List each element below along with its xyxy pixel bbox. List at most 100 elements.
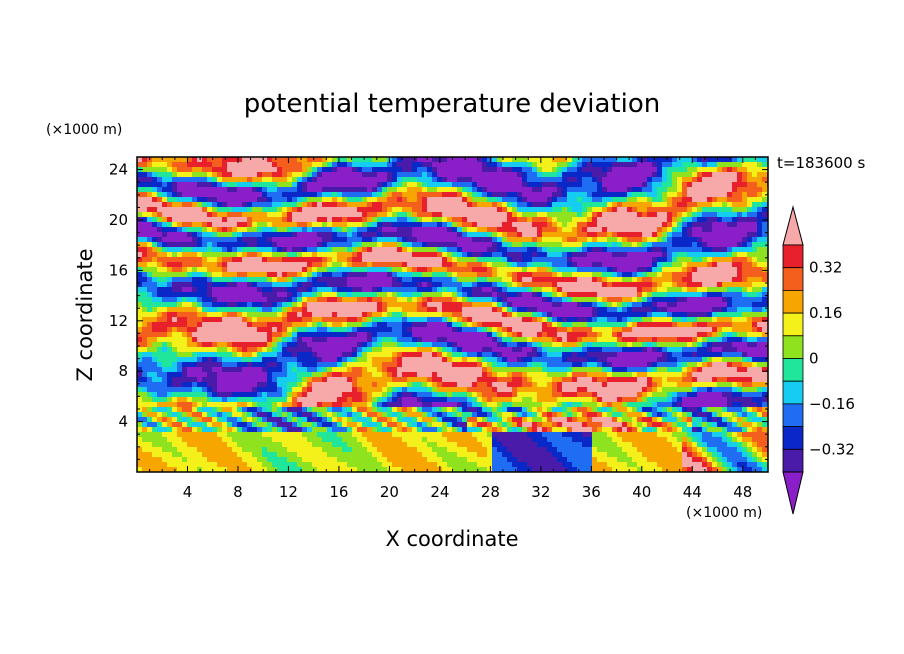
field-cell	[502, 192, 508, 198]
field-cell	[302, 222, 308, 228]
field-cell	[272, 212, 278, 218]
field-cell	[492, 267, 498, 273]
field-cell	[227, 342, 233, 348]
field-cell	[392, 207, 398, 213]
field-cell	[317, 272, 323, 278]
field-cell	[262, 312, 268, 318]
field-cell	[452, 297, 458, 303]
field-cell	[167, 232, 173, 238]
field-cell	[257, 242, 263, 248]
field-cell	[462, 312, 468, 318]
field-cell	[687, 162, 693, 168]
field-cell	[322, 337, 328, 343]
field-cell	[547, 232, 553, 238]
field-cell	[252, 322, 258, 328]
field-cell	[532, 182, 538, 188]
field-cell	[752, 342, 758, 348]
field-cell	[252, 167, 258, 173]
field-cell	[252, 217, 258, 223]
field-cell	[647, 327, 653, 333]
field-cell	[337, 237, 343, 243]
field-cell	[502, 277, 508, 283]
field-cell	[277, 242, 283, 248]
field-cell	[757, 182, 763, 188]
field-cell	[582, 287, 588, 293]
field-cell	[247, 197, 253, 203]
field-cell	[527, 282, 533, 288]
field-cell	[697, 322, 703, 328]
field-cell	[447, 212, 453, 218]
field-cell	[697, 242, 703, 248]
field-cell	[217, 332, 223, 338]
field-cell	[617, 342, 623, 348]
field-cell	[247, 257, 253, 263]
field-cell	[387, 272, 393, 278]
field-cell	[327, 347, 333, 353]
field-cell	[277, 307, 283, 313]
field-cell	[547, 272, 553, 278]
field-cell	[377, 172, 383, 178]
field-cell	[687, 312, 693, 318]
field-cell	[307, 242, 313, 248]
field-cell	[492, 227, 498, 233]
field-cell	[407, 322, 413, 328]
field-cell	[707, 322, 713, 328]
field-cell	[672, 322, 678, 328]
field-cell	[582, 227, 588, 233]
field-cell	[577, 242, 583, 248]
field-cell	[492, 207, 498, 213]
field-cell	[477, 267, 483, 273]
field-cell	[657, 217, 663, 223]
field-cell	[637, 157, 643, 163]
field-cell	[267, 282, 273, 288]
field-cell	[412, 247, 418, 253]
field-cell	[592, 182, 598, 188]
field-cell	[457, 277, 463, 283]
field-cell	[287, 252, 293, 258]
field-cell	[417, 347, 423, 353]
field-cell	[197, 212, 203, 218]
field-cell	[477, 162, 483, 168]
field-cell	[362, 337, 368, 343]
field-cell	[667, 287, 673, 293]
field-cell	[507, 167, 513, 173]
field-cell	[217, 257, 223, 263]
field-cell	[657, 347, 663, 353]
field-cell	[752, 157, 758, 163]
field-cell	[307, 287, 313, 293]
field-cell	[757, 227, 763, 233]
field-cell	[682, 197, 688, 203]
field-cell	[572, 287, 578, 293]
field-cell	[642, 267, 648, 273]
field-cell	[482, 212, 488, 218]
field-cell	[297, 177, 303, 183]
field-cell	[372, 267, 378, 273]
field-cell	[657, 257, 663, 263]
field-cell	[737, 157, 743, 163]
field-cell	[607, 227, 613, 233]
field-cell	[662, 187, 668, 193]
field-cell	[597, 347, 603, 353]
field-cell	[582, 242, 588, 248]
field-cell	[422, 297, 428, 303]
field-cell	[222, 332, 228, 338]
field-cell	[672, 287, 678, 293]
field-cell	[182, 332, 188, 338]
field-cell	[582, 232, 588, 238]
field-cell	[362, 237, 368, 243]
field-cell	[727, 172, 733, 178]
field-cell	[742, 192, 748, 198]
field-cell	[747, 227, 753, 233]
field-cell	[652, 227, 658, 233]
field-cell	[377, 177, 383, 183]
field-cell	[647, 267, 653, 273]
field-cell	[607, 342, 613, 348]
field-cell	[182, 267, 188, 273]
field-cell	[607, 247, 613, 253]
field-cell	[737, 237, 743, 243]
field-cell	[647, 287, 653, 293]
field-cell	[487, 207, 493, 213]
field-cell	[467, 227, 473, 233]
field-cell	[452, 272, 458, 278]
field-cell	[662, 202, 668, 208]
